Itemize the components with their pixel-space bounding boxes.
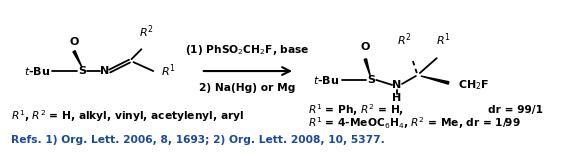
Text: O: O <box>360 42 370 52</box>
Text: H: H <box>393 93 401 103</box>
Text: 2) Na(Hg) or Mg: 2) Na(Hg) or Mg <box>199 83 295 93</box>
Text: $R^1$ = Ph, $R^2$ = H,: $R^1$ = Ph, $R^2$ = H, <box>308 102 404 118</box>
Polygon shape <box>421 76 449 84</box>
Polygon shape <box>364 59 370 76</box>
Text: (1) PhSO$_2$CH$_2$F, base: (1) PhSO$_2$CH$_2$F, base <box>185 43 310 57</box>
Text: S: S <box>78 66 86 76</box>
Text: $t$-Bu: $t$-Bu <box>313 74 339 86</box>
Text: O: O <box>69 37 79 47</box>
Text: Refs. 1) Org. Lett. 2006, 8, 1693; 2) Org. Lett. 2008, 10, 5377.: Refs. 1) Org. Lett. 2006, 8, 1693; 2) Or… <box>11 135 384 145</box>
Text: $R^2$: $R^2$ <box>139 24 154 40</box>
Text: N: N <box>393 80 401 90</box>
Text: CH$_2$F: CH$_2$F <box>458 78 490 92</box>
Text: N: N <box>100 66 110 76</box>
Polygon shape <box>73 51 82 67</box>
Text: $R^2$: $R^2$ <box>397 32 411 48</box>
Text: $R^1$: $R^1$ <box>436 32 451 48</box>
Text: S: S <box>367 75 375 85</box>
Text: $R^1$, $R^2$ = H, alkyl, vinyl, acetylenyl, aryl: $R^1$, $R^2$ = H, alkyl, vinyl, acetylen… <box>11 108 244 123</box>
Text: $t$-Bu: $t$-Bu <box>24 65 50 77</box>
Text: $R^1$ = 4-MeOC$_6$H$_4$, $R^2$ = Me, dr = 1/99: $R^1$ = 4-MeOC$_6$H$_4$, $R^2$ = Me, dr … <box>308 116 520 131</box>
Text: dr = 99/1: dr = 99/1 <box>488 105 543 115</box>
Text: $R^1$: $R^1$ <box>161 63 176 79</box>
